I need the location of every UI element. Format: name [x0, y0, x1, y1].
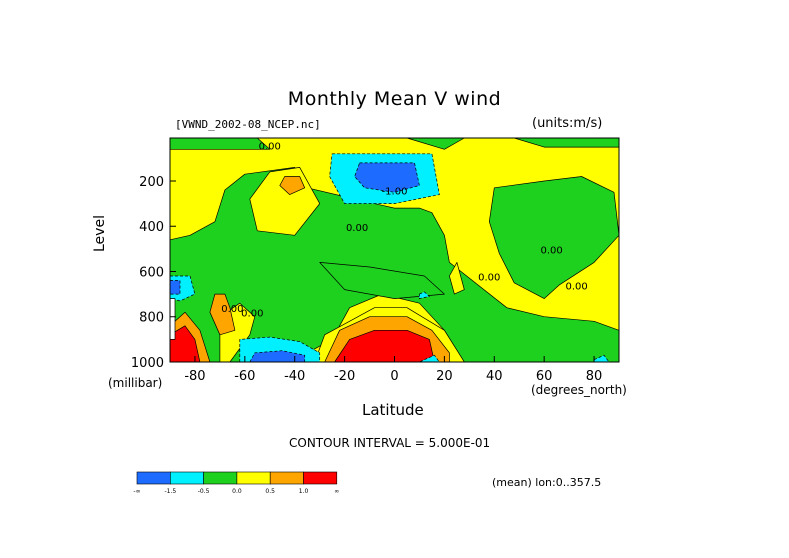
x-tick-label: 60 — [536, 369, 553, 384]
legend-tick-label: ∞ — [334, 488, 339, 495]
legend-swatch — [203, 471, 238, 485]
x-tick-label: -60 — [234, 369, 255, 384]
contour-region-blue — [169, 280, 181, 295]
contour-region-green — [319, 262, 445, 299]
contour-region-white — [169, 298, 176, 340]
legend-tick-label: 0.0 — [232, 488, 242, 495]
legend-tick-label: -0.5 — [198, 488, 210, 495]
contour-value-label: 0.00 — [478, 273, 500, 284]
y-tick-label: 1000 — [131, 356, 164, 371]
y-tick-label: 200 — [139, 175, 164, 190]
contour-value-label: 0.00 — [565, 282, 587, 293]
x-tick-label: 0 — [390, 369, 398, 384]
contour-fills — [169, 137, 620, 363]
contour-value-label: 0.00 — [259, 141, 281, 152]
contour-region-orange — [279, 176, 306, 195]
y-axis-unit: (millibar) — [108, 376, 163, 390]
x-axis-unit: (degrees_north) — [531, 383, 627, 397]
x-tick-label: 20 — [436, 369, 453, 384]
x-axis-label: Latitude — [362, 401, 424, 419]
contour-labels: 0.00-1.000.000.000.000.000.000.00 — [221, 141, 587, 319]
legend-tick-label: 0.5 — [265, 488, 275, 495]
x-tick-label: 80 — [586, 369, 603, 384]
legend-swatch — [269, 471, 304, 485]
contour-value-label: -1.00 — [382, 187, 408, 198]
y-tick-label: 600 — [139, 265, 164, 280]
contour-region-green — [488, 176, 620, 299]
contour-value-label: 0.00 — [346, 223, 368, 234]
contour-region-orange — [209, 293, 236, 336]
contour-region-blue — [354, 162, 420, 193]
y-tick-label: 800 — [139, 311, 164, 326]
legend-tick-label: 1.0 — [299, 488, 309, 495]
contour-value-label: 0.00 — [541, 245, 563, 256]
x-tick-label: -40 — [284, 369, 305, 384]
contour-region-cyan — [419, 291, 430, 299]
mean-longitude-note: (mean) lon:0..357.5 — [492, 476, 602, 489]
dataset-label: [VWND_2002-08_NCEP.nc] — [175, 118, 321, 131]
x-tick-label: -80 — [184, 369, 205, 384]
legend-tick-label: -∞ — [133, 488, 140, 495]
contour-region-cyan — [419, 354, 440, 363]
y-axis-ticks: 200 400 600 800 1000 — [131, 175, 176, 371]
contour-value-label: 0.00 — [221, 304, 243, 315]
legend-swatch — [236, 471, 271, 485]
x-tick-label: 40 — [486, 369, 503, 384]
units-label: (units:m/s) — [532, 116, 603, 131]
contour-interval-note: CONTOUR INTERVAL = 5.000E-01 — [289, 436, 491, 450]
legend-swatch — [136, 471, 171, 485]
legend-tick-label: -1.5 — [164, 488, 176, 495]
legend-swatch — [170, 471, 204, 485]
y-tick-label: 400 — [139, 220, 164, 235]
contour-region-cyan — [593, 354, 610, 363]
legend-swatch — [303, 471, 338, 485]
x-axis-ticks: -80 -60 -40 -20 0 20 40 60 80 — [184, 356, 602, 384]
color-legend: -∞ -1.5 -0.5 0.0 0.5 1.0 ∞ — [133, 471, 339, 495]
chart-title: Monthly Mean V wind — [287, 88, 502, 110]
contour-region-yellow — [449, 262, 465, 295]
x-tick-label: -20 — [334, 369, 355, 384]
contour-value-label: 0.00 — [241, 309, 263, 320]
